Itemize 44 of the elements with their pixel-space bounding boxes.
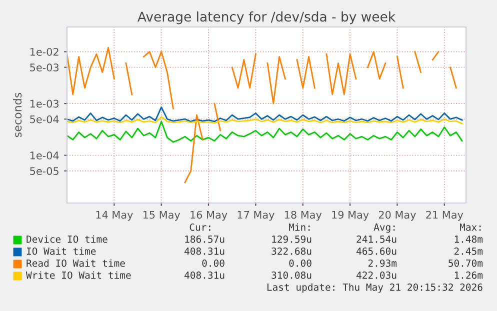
y-tick-label: 5e-03 (30, 64, 59, 72)
text: 1.48m (454, 235, 483, 243)
x-tick-label: 17 May (238, 210, 274, 221)
y-tick-label: 5e-05 (30, 167, 58, 176)
x-tick-label: 16 May (190, 210, 228, 221)
text: 241.54u (356, 235, 396, 243)
text: 186.57u (185, 235, 224, 243)
text: Avg: (374, 224, 395, 233)
x-tick-label: 14 May (96, 210, 133, 221)
y-tick-label: 1e-04 (30, 152, 59, 160)
text: 0.00 (289, 259, 312, 267)
text: 408.31u (184, 247, 224, 255)
line-series (67, 120, 463, 143)
y-tick-label: 1e-02 (30, 48, 58, 56)
y-tick-label: 1e-03 (30, 100, 59, 108)
text: 2.93m (368, 259, 397, 267)
line-series (67, 116, 463, 124)
text: 310.08u (272, 271, 312, 279)
text: Max: (460, 224, 481, 231)
legend-label: IO Wait time (26, 247, 96, 255)
x-tick-label: 18 May (284, 210, 322, 221)
legend-label: Read IO Wait time (26, 259, 125, 267)
x-tick-label: 20 May (378, 210, 416, 221)
y-axis-title: seconds (13, 92, 22, 138)
text: 1.26m (454, 271, 483, 279)
legend-label: Write IO Wait time (26, 271, 131, 279)
text: 408.31u (184, 271, 224, 279)
text: 422.03u (356, 271, 396, 279)
text: Cur: (190, 223, 210, 231)
legend-label: Device IO time (26, 235, 108, 243)
x-tick-label: 21 May (426, 210, 464, 221)
y-tick-label: 5e-04 (30, 115, 59, 124)
text: 129.59u (272, 235, 312, 243)
x-tick-label: 19 May (332, 210, 369, 221)
x-tick-label: 15 May (143, 210, 180, 221)
text: 322.68u (272, 247, 312, 255)
text: 0.00 (202, 259, 224, 267)
text: Last update: Thu May 21 20:15:32 2026 (267, 283, 482, 293)
text: 50.70m (448, 259, 483, 267)
text: 2.45m (454, 247, 483, 255)
text: 465.60u (356, 247, 396, 255)
chart-title: Average latency for /dev/sda - by week (138, 11, 396, 24)
text: Min: (288, 223, 310, 231)
line-series (67, 106, 463, 122)
